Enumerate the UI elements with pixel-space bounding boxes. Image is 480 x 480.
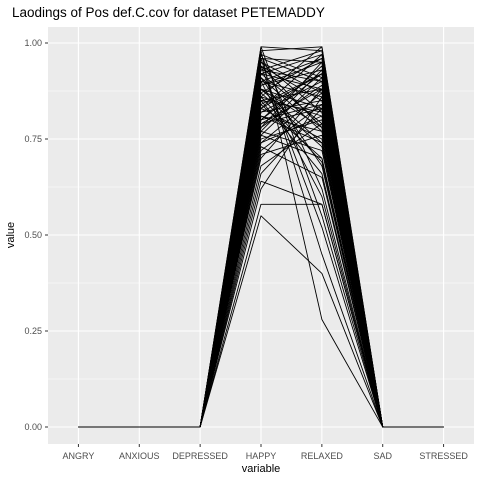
y-tick-label: 0.50 [24,230,42,240]
y-tick-label: 1.00 [24,38,42,48]
x-tick-label: STRESSED [419,451,468,461]
series-lines [78,46,444,428]
y-tick-label: 0.25 [24,326,42,336]
x-axis: ANGRY ANXIOUS DEPRESSED HAPPY RELAXED SAD STRE… [63,444,468,461]
series-line [78,107,444,428]
y-tick-label: 0.75 [24,134,42,144]
y-tick-label: 0.00 [24,422,42,432]
y-axis-title: value [5,222,17,248]
y-axis: 0.00 0.25 0.50 0.75 1.00 [24,38,48,432]
chart-title: Laodings of Pos def.C.cov for dataset PE… [12,5,325,20]
x-tick-label: ANXIOUS [119,451,160,461]
x-axis-title: variable [242,463,281,475]
major-gridlines [48,27,474,444]
x-tick-label: DEPRESSED [172,451,228,461]
x-tick-label: HAPPY [246,451,277,461]
x-tick-label: SAD [373,451,392,461]
x-tick-label: RELAXED [301,451,344,461]
x-tick-label: ANGRY [63,451,95,461]
